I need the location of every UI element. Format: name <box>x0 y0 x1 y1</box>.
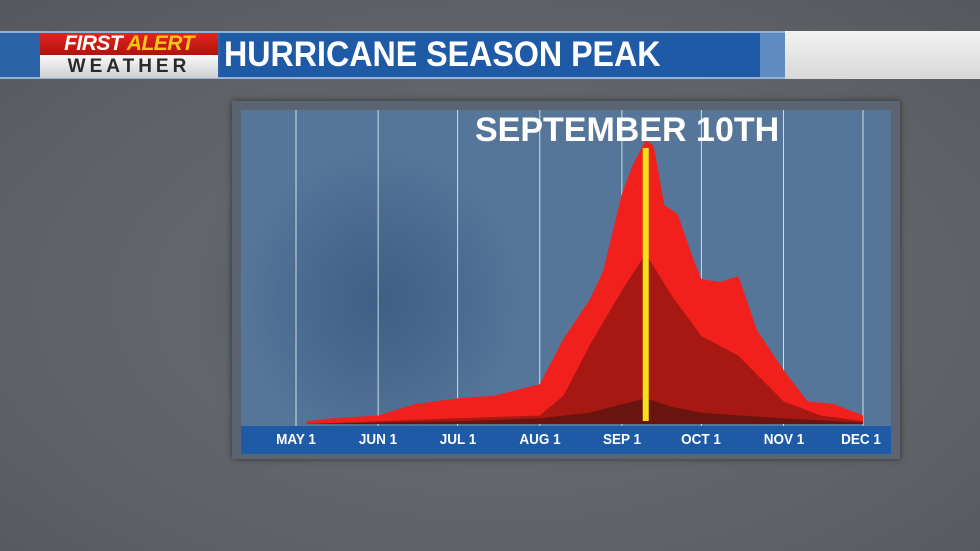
x-tick-label: SEP 1 <box>602 431 641 448</box>
header-right-panel <box>785 31 980 79</box>
title-box: HURRICANE SEASON PEAK <box>220 33 760 77</box>
logo-alert: ALERT <box>126 32 195 55</box>
x-tick-label: AUG 1 <box>519 431 561 448</box>
page-title: HURRICANE SEASON PEAK <box>224 35 661 74</box>
area-series-2 <box>306 253 863 424</box>
area-series-3 <box>306 398 863 424</box>
logo-first: FIRST <box>64 32 123 55</box>
first-alert-weather-logo: FIRST ALERT WEATHER <box>40 33 218 78</box>
peak-marker-line <box>642 148 649 421</box>
x-tick-label: JUN 1 <box>358 431 398 448</box>
x-tick-label: OCT 1 <box>681 431 722 448</box>
logo-weather: WEATHER <box>40 55 218 78</box>
x-tick-label: MAY 1 <box>276 431 316 448</box>
title-fade <box>760 33 785 77</box>
x-axis-bar <box>241 426 891 454</box>
peak-annotation: SEPTEMBER 10TH <box>475 111 780 149</box>
x-tick-label: DEC 1 <box>841 431 881 448</box>
x-tick-label: NOV 1 <box>763 431 804 448</box>
x-tick-label: JUL 1 <box>439 431 476 448</box>
